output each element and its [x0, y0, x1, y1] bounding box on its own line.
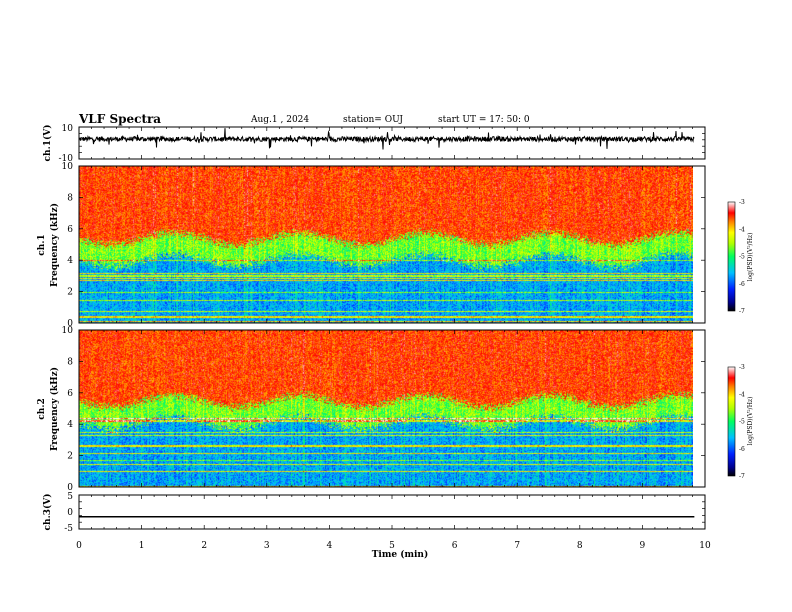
ch1-volt-axis-label: ch.1(V)	[42, 125, 53, 162]
colorbar-tick-label: -5	[739, 254, 745, 261]
colorbar-tick-label: -3	[739, 199, 745, 206]
ch2-channel-label: ch.2	[37, 398, 47, 419]
time-tick-label: 3	[264, 541, 270, 551]
time-tick-label: 5	[389, 541, 395, 551]
frequency-tick-label: 8	[67, 193, 73, 203]
frequency-tick-label: 2	[67, 288, 73, 298]
time-tick-label: 0	[76, 541, 82, 551]
frequency-tick-label: 8	[67, 357, 73, 367]
ch2-spectrogram-image	[79, 330, 693, 487]
ch1-spectrogram-panel: 0 2 4 6 8 10 ch.1 Frequency (kHz)	[37, 162, 706, 329]
time-tick-label: 4	[327, 541, 333, 551]
frequency-tick-label: 4	[67, 256, 73, 266]
colorbar-tick-label: -7	[739, 308, 745, 315]
colorbar-tick-label: -3	[739, 364, 745, 371]
figure-title: VLF Spectra	[78, 112, 161, 126]
frequency-tick-label: 6	[67, 225, 73, 235]
station-label: station= OUJ	[343, 115, 403, 125]
ch1-ytick-top: 10	[62, 124, 74, 134]
time-tick-label: 1	[139, 541, 145, 551]
ch3-volt-axis-label: ch.3(V)	[42, 494, 53, 531]
ch2-colorbar-label: log(PSD)(V²/Hz)	[747, 397, 754, 446]
time-tick-label: 9	[640, 541, 646, 551]
time-tick-label: 8	[577, 541, 583, 551]
colorbar-tick-label: -5	[739, 419, 745, 426]
ch3-ytick-top: 5	[67, 492, 73, 502]
frequency-tick-label: 4	[67, 420, 73, 430]
ch1-colorbar: -3 -4 -5 -6 -7 log(PSD)(V²/Hz)	[727, 199, 754, 315]
frequency-tick-label: 10	[62, 162, 74, 172]
ch3-waveform-panel: 5 0 -5 ch.3(V)	[42, 492, 706, 534]
ch1-waveform-line	[78, 128, 695, 150]
ch2-frequency-axis-label: Frequency (kHz)	[49, 367, 60, 451]
start-time-label: start UT = 17: 50: 0	[438, 115, 530, 125]
date-label: Aug.1 , 2024	[250, 115, 309, 125]
ch1-colorbar-label: log(PSD)(V²/Hz)	[747, 233, 754, 282]
frequency-tick-label: 0	[67, 483, 73, 493]
frequency-tick-label: 10	[62, 326, 74, 336]
colorbar-tick-label: -6	[739, 446, 745, 453]
ch2-colorbar: -3 -4 -5 -6 -7 log(PSD)(V²/Hz)	[727, 364, 754, 480]
ch3-ytick-mid: 0	[67, 508, 73, 518]
ch1-waveform-panel: 10 -10 ch.1(V)	[42, 124, 706, 164]
frequency-tick-label: 2	[67, 452, 73, 462]
colorbar-tick-label: -4	[739, 391, 745, 398]
ch1-ytick-bottom: -10	[59, 154, 74, 164]
time-axis-ticks: 0 1 2 3 4 5 6 7 8 9 10	[76, 541, 711, 551]
time-tick-label: 2	[201, 541, 207, 551]
colorbar-tick-label: -4	[739, 226, 745, 233]
colorbar-tick-label: -6	[739, 281, 745, 288]
ch1-channel-label: ch.1	[37, 234, 47, 255]
ch3-ytick-bottom: -5	[64, 524, 73, 534]
frequency-tick-label: 0	[67, 319, 73, 329]
time-tick-label: 6	[452, 541, 458, 551]
time-tick-label: 10	[699, 541, 711, 551]
colorbar-tick-label: -7	[739, 473, 745, 480]
ch1-spectrogram-image	[79, 166, 693, 323]
frequency-tick-label: 6	[67, 389, 73, 399]
time-axis-label: Time (min)	[372, 549, 429, 560]
ch1-frequency-axis-label: Frequency (kHz)	[49, 203, 60, 287]
ch2-spectrogram-panel: 0 2 4 6 8 10 ch.2 Frequency (kHz)	[37, 326, 706, 493]
time-tick-label: 7	[514, 541, 520, 551]
